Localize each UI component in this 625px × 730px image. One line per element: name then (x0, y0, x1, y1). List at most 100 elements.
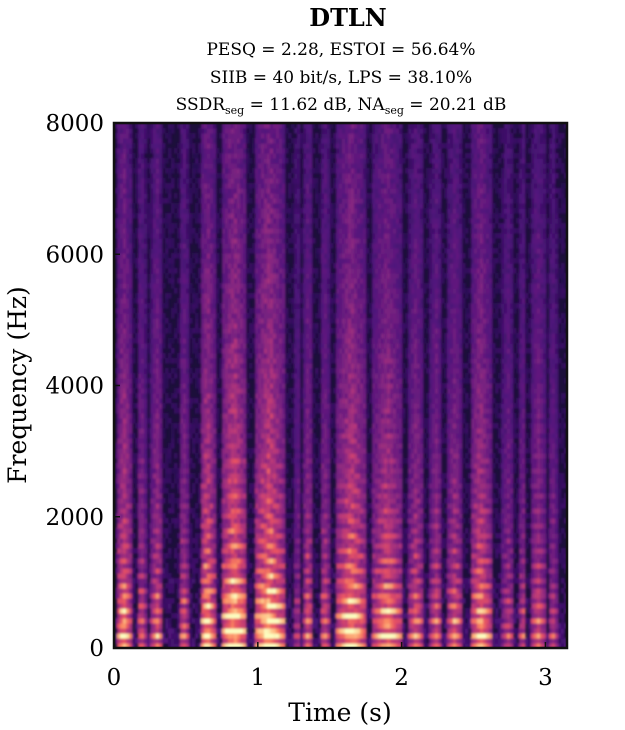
spectrogram-cell (165, 318, 169, 324)
spectrogram-cell (165, 608, 169, 614)
spectrogram-cell (243, 488, 247, 494)
spectrogram-cell (225, 473, 229, 479)
spectrogram-cell (207, 328, 211, 334)
spectrogram-cell (183, 598, 187, 604)
spectrogram-cell (153, 158, 157, 164)
spectrogram-cell (225, 268, 229, 274)
spectrogram-cell (222, 413, 226, 419)
spectrogram-cell (117, 618, 121, 624)
spectrogram-cell (120, 143, 124, 149)
spectrogram-cell (120, 373, 124, 379)
spectrogram-cell (156, 178, 160, 184)
spectrogram-cell (126, 523, 130, 529)
spectrogram-cell (138, 303, 142, 309)
spectrogram-cell (120, 298, 124, 304)
spectrogram-cell (120, 168, 124, 174)
spectrogram-cell (138, 188, 142, 194)
spectrogram-cell (222, 423, 226, 429)
spectrogram-cell (180, 403, 184, 409)
spectrogram-cell (123, 298, 127, 304)
spectrogram-cell (159, 548, 163, 554)
spectrogram-cell (249, 563, 253, 569)
spectrogram-cell (216, 578, 220, 584)
spectrogram-cell (150, 423, 154, 429)
spectrogram-cell (198, 438, 202, 444)
spectrogram-cell (192, 233, 196, 239)
spectrogram-cell (198, 443, 202, 449)
spectrogram-cell (222, 468, 226, 474)
spectrogram-cell (246, 168, 250, 174)
spectrogram-cell (165, 563, 169, 569)
spectrogram-cell (120, 358, 124, 364)
spectrogram-cell (129, 358, 133, 364)
spectrogram-cell (204, 178, 208, 184)
spectrogram-cell (204, 198, 208, 204)
spectrogram-cell (189, 213, 193, 219)
spectrogram-cell (210, 278, 214, 284)
spectrogram-cell (156, 628, 160, 634)
spectrogram-cell (183, 253, 187, 259)
spectrogram-cell (135, 158, 139, 164)
spectrogram-cell (177, 253, 181, 259)
spectrogram-cell (213, 228, 217, 234)
spectrogram-cell (147, 233, 151, 239)
spectrogram-cell (126, 473, 130, 479)
spectrogram-cell (129, 403, 133, 409)
spectrogram-cell (153, 238, 157, 244)
spectrogram-cell (159, 163, 163, 169)
spectrogram-cell (177, 578, 181, 584)
spectrogram-cell (156, 473, 160, 479)
spectrogram-cell (126, 148, 130, 154)
spectrogram-cell (183, 638, 187, 644)
spectrogram-cell (120, 538, 124, 544)
spectrogram-cell (165, 263, 169, 269)
spectrogram-cell (204, 453, 208, 459)
spectrogram-cell (225, 583, 229, 589)
spectrogram-cell (216, 538, 220, 544)
spectrogram-cell (138, 413, 142, 419)
spectrogram-cell (153, 643, 157, 648)
spectrogram-cell (225, 248, 229, 254)
spectrogram-cell (117, 628, 121, 634)
spectrogram-cell (129, 583, 133, 589)
spectrogram-cell (138, 438, 142, 444)
spectrogram-cell (174, 213, 178, 219)
spectrogram-cell (156, 218, 160, 224)
spectrogram-cell (129, 173, 133, 179)
spectrogram-cell (222, 313, 226, 319)
spectrogram-cell (222, 183, 226, 189)
spectrogram-cell (123, 518, 127, 524)
spectrogram-cell (138, 128, 142, 134)
spectrogram-cell (282, 508, 286, 514)
spectrogram-cell (243, 288, 247, 294)
spectrogram-cell (174, 548, 178, 554)
spectrogram-cell (153, 473, 157, 479)
spectrogram-cell (192, 343, 196, 349)
spectrogram-cell (144, 258, 148, 264)
spectrogram-cell (201, 243, 205, 249)
spectrogram-cell (225, 603, 229, 609)
spectrogram-cell (123, 503, 127, 509)
spectrogram-cell (156, 598, 160, 604)
spectrogram-cell (216, 288, 220, 294)
spectrogram-cell (165, 238, 169, 244)
spectrogram-cell (114, 148, 118, 154)
spectrogram-cell (198, 473, 202, 479)
spectrogram-cell (150, 283, 154, 289)
spectrogram-cell (129, 238, 133, 244)
spectrogram-cell (159, 343, 163, 349)
spectrogram-cell (204, 488, 208, 494)
spectrogram-cell (138, 228, 142, 234)
spectrogram-cell (117, 338, 121, 344)
spectrogram-cell (225, 388, 229, 394)
spectrogram-cell (222, 638, 226, 644)
spectrogram-cell (204, 633, 208, 639)
spectrogram-cell (213, 348, 217, 354)
spectrogram-cell (195, 193, 199, 199)
spectrogram-cell (123, 508, 127, 514)
spectrogram-cell (153, 373, 157, 379)
spectrogram-cell (168, 183, 172, 189)
spectrogram-cell (123, 378, 127, 384)
spectrogram-cell (174, 518, 178, 524)
spectrogram-cell (120, 263, 124, 269)
